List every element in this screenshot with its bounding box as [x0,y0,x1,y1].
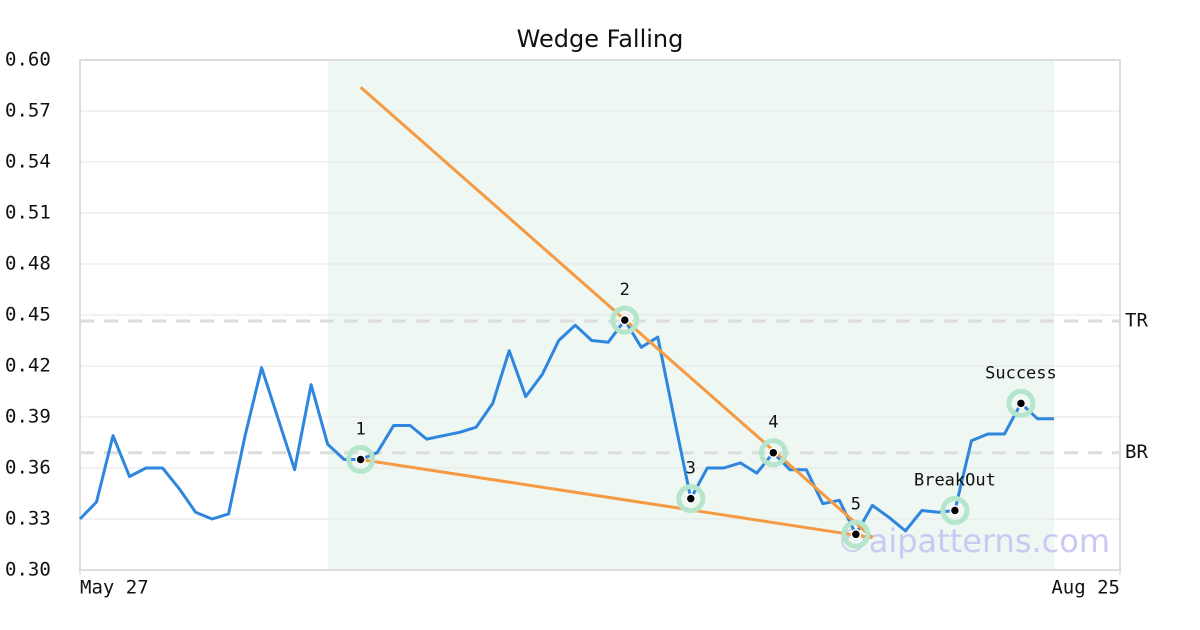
y-tick-label: 0.45 [5,304,51,326]
y-tick-label: 0.39 [5,406,51,428]
point-halo [676,484,706,514]
price-line [78,318,1054,536]
point-dot [619,314,631,326]
plot-frame [79,59,1121,571]
level-label: TR [1125,309,1148,331]
x-tick-label: May 27 [80,577,149,599]
point-dot [850,529,862,540]
point-label: 4 [768,413,778,433]
point-halo [1006,388,1036,418]
point-dot [1015,398,1027,409]
point-label: 2 [620,280,630,300]
y-tick-label: 0.54 [5,151,51,173]
point-dot [685,493,697,504]
watermark: ©aipatterns.com [837,522,1110,560]
x-tick-label: Aug 25 [1051,577,1120,599]
y-tick-label: 0.42 [5,355,51,377]
point-dot [949,505,961,516]
y-tick-label: 0.36 [5,457,51,479]
point-dot [768,447,779,458]
y-tick-label: 0.33 [5,508,51,530]
level-label: BR [1125,441,1148,463]
point-label: 3 [686,459,696,479]
point-halo [758,438,788,468]
point-halo [346,445,376,474]
point-label: 1 [356,420,366,440]
y-tick-label: 0.30 [5,559,51,581]
y-tick-label: 0.57 [5,100,51,122]
point-label: Success [985,363,1057,383]
chart-title: Wedge Falling [517,25,684,53]
point-label: 5 [851,494,861,514]
point-dot [355,454,366,465]
trend-line [360,458,873,540]
y-tick-label: 0.60 [5,49,51,71]
point-label: BreakOut [914,471,996,491]
point-halo [940,496,970,525]
y-tick-label: 0.48 [5,253,51,275]
point-halo [841,519,871,549]
point-halo [610,305,640,335]
y-tick-label: 0.51 [5,202,51,224]
